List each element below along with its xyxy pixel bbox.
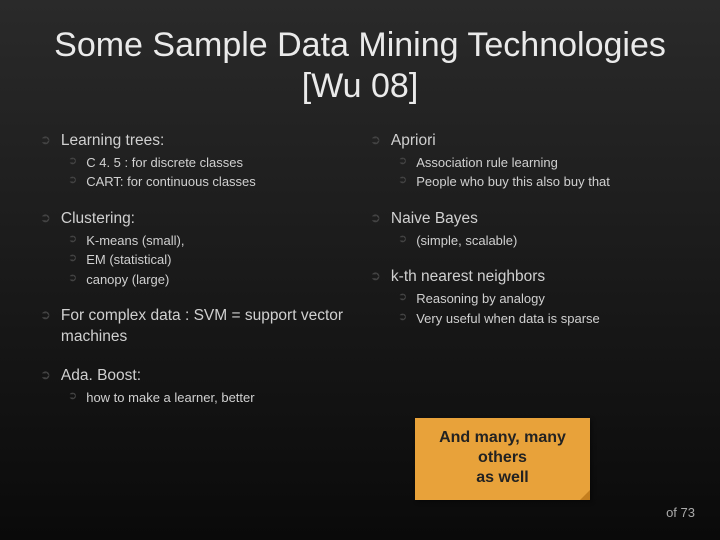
bullet-icon: ➲: [68, 173, 77, 188]
subitem: ➲ Reasoning by analogy: [398, 290, 680, 308]
subitem-label: Reasoning by analogy: [416, 290, 545, 308]
callout-line: others: [423, 448, 582, 468]
subitem-label: (simple, scalable): [416, 232, 517, 250]
bullet-icon: ➲: [40, 366, 51, 384]
item-naive-bayes: ➲ Naive Bayes: [370, 209, 680, 230]
subitem-label: Very useful when data is sparse: [416, 310, 600, 328]
subitem: ➲ (simple, scalable): [398, 232, 680, 250]
subitem-label: C 4. 5 : for discrete classes: [86, 154, 243, 172]
bullet-icon: ➲: [68, 251, 77, 266]
bullet-icon: ➲: [40, 306, 51, 324]
subitem-label: CART: for continuous classes: [86, 173, 256, 191]
bullet-icon: ➲: [398, 232, 407, 247]
callout-note: And many, many others as well: [415, 418, 590, 500]
item-label: Learning trees:: [61, 131, 164, 152]
subitem-label: how to make a learner, better: [86, 389, 254, 407]
item-label: k-th nearest neighbors: [391, 267, 545, 288]
subitem: ➲ People who buy this also buy that: [398, 173, 680, 191]
bullet-icon: ➲: [398, 154, 407, 169]
subitem-label: Association rule learning: [416, 154, 558, 172]
item-label: Clustering:: [61, 209, 135, 230]
slide-title: Some Sample Data Mining Technologies [Wu…: [0, 0, 720, 125]
subitem: ➲ CART: for continuous classes: [68, 173, 350, 191]
subitem-label: canopy (large): [86, 271, 169, 289]
callout-line: as well: [423, 468, 582, 488]
subitem: ➲ Association rule learning: [398, 154, 680, 172]
subitem: ➲ canopy (large): [68, 271, 350, 289]
item-knn: ➲ k-th nearest neighbors: [370, 267, 680, 288]
item-label: Apriori: [391, 131, 436, 152]
bullet-icon: ➲: [40, 209, 51, 227]
subitem: ➲ how to make a learner, better: [68, 389, 350, 407]
bullet-icon: ➲: [370, 131, 381, 149]
item-adaboost: ➲ Ada. Boost:: [40, 366, 350, 387]
subitem-label: K-means (small),: [86, 232, 184, 250]
item-label: Ada. Boost:: [61, 366, 141, 387]
subitem: ➲ K-means (small),: [68, 232, 350, 250]
bullet-icon: ➲: [398, 290, 407, 305]
left-column: ➲ Learning trees: ➲ C 4. 5 : for discret…: [30, 125, 360, 409]
item-clustering: ➲ Clustering:: [40, 209, 350, 230]
bullet-icon: ➲: [370, 209, 381, 227]
bullet-icon: ➲: [40, 131, 51, 149]
bullet-icon: ➲: [398, 310, 407, 325]
item-apriori: ➲ Apriori: [370, 131, 680, 152]
subitem: ➲ EM (statistical): [68, 251, 350, 269]
subitem: ➲ C 4. 5 : for discrete classes: [68, 154, 350, 172]
content-columns: ➲ Learning trees: ➲ C 4. 5 : for discret…: [0, 125, 720, 409]
page-counter: of 73: [666, 505, 695, 520]
bullet-icon: ➲: [68, 154, 77, 169]
bullet-icon: ➲: [370, 267, 381, 285]
bullet-icon: ➲: [398, 173, 407, 188]
item-label: Naive Bayes: [391, 209, 478, 230]
item-learning-trees: ➲ Learning trees:: [40, 131, 350, 152]
item-label: For complex data : SVM = support vector …: [61, 306, 350, 348]
callout-line: And many, many: [423, 428, 582, 448]
bullet-icon: ➲: [68, 271, 77, 286]
bullet-icon: ➲: [68, 389, 77, 404]
subitem-label: EM (statistical): [86, 251, 171, 269]
item-svm: ➲ For complex data : SVM = support vecto…: [40, 306, 350, 348]
bullet-icon: ➲: [68, 232, 77, 247]
right-column: ➲ Apriori ➲ Association rule learning ➲ …: [360, 125, 690, 409]
subitem-label: People who buy this also buy that: [416, 173, 610, 191]
subitem: ➲ Very useful when data is sparse: [398, 310, 680, 328]
